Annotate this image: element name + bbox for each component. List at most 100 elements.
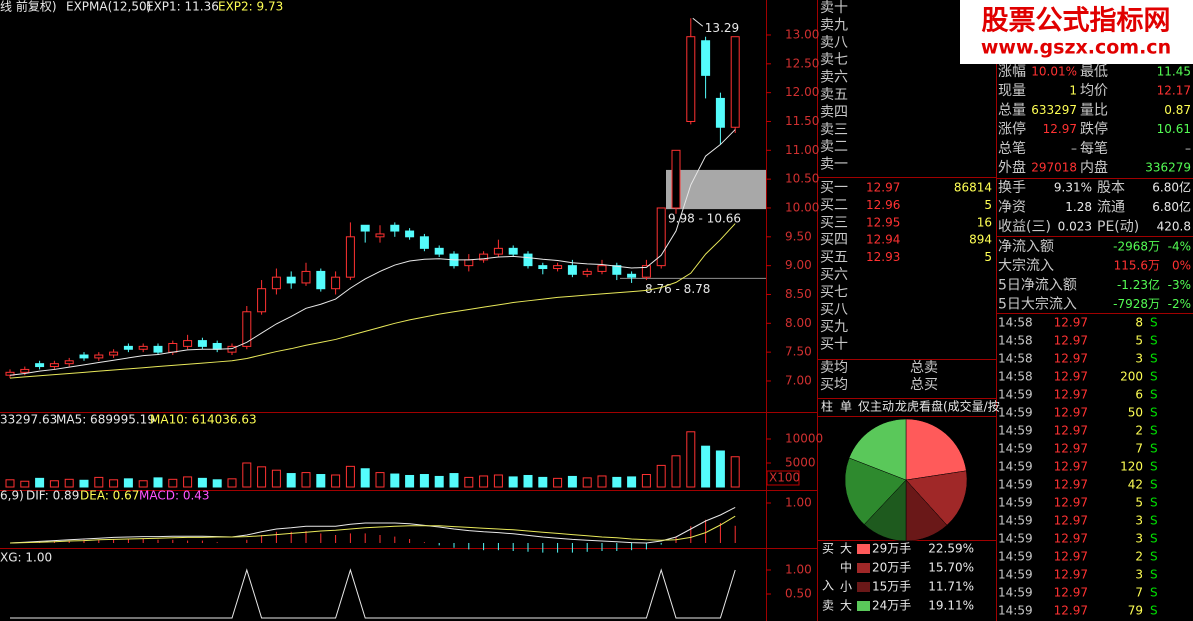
panel-header: 线 前复权)	[0, 0, 57, 14]
candle-body	[508, 247, 518, 255]
exp2-line	[9, 223, 736, 379]
volume-bar	[479, 475, 489, 488]
stat-value: –	[1071, 141, 1077, 155]
tab[interactable]: 龙虎看盘(成交量/按	[895, 399, 1000, 414]
volume-bar	[686, 431, 696, 488]
tape-time: 14:59	[998, 514, 1033, 528]
stat-label: 最低	[1080, 64, 1108, 80]
candle-body	[168, 342, 178, 353]
panel-header: EXPMA(12,50)	[66, 0, 151, 14]
tape-volume: 6	[1135, 388, 1143, 402]
candle-body	[375, 233, 385, 238]
stat-label: 净资	[998, 200, 1026, 216]
order-label: 买八	[820, 302, 848, 318]
tape-side: S	[1150, 496, 1158, 510]
candle-body	[730, 36, 740, 128]
candle-body	[316, 270, 326, 290]
volume-bar	[316, 474, 326, 488]
tab[interactable]: 仅主动	[858, 400, 894, 414]
candle-body	[464, 259, 474, 267]
tape-price: 12.97	[1054, 568, 1088, 582]
tape-time: 14:59	[998, 406, 1033, 420]
tape-volume: 3	[1135, 532, 1143, 546]
stat-label: 换手	[998, 179, 1026, 196]
volume-bar	[523, 474, 533, 488]
candle-body	[64, 360, 74, 365]
avg-label: 卖均	[820, 360, 848, 376]
order-label: 卖四	[820, 104, 848, 120]
volume-bar	[360, 468, 370, 488]
volume-bar	[597, 475, 607, 488]
pie-slice	[905, 418, 967, 481]
stat-label: 流通	[1097, 200, 1125, 216]
order-label: 买六	[820, 267, 848, 283]
candle-body	[345, 236, 355, 278]
tape-volume: 2	[1135, 550, 1143, 564]
tape-side: S	[1150, 532, 1158, 546]
tape-volume: 5	[1135, 334, 1143, 348]
flow-size: 中	[840, 560, 852, 575]
candle-body	[183, 340, 193, 347]
candle-body	[627, 273, 637, 278]
candle-body	[686, 36, 696, 122]
flow-swatch	[857, 601, 870, 611]
candle-body	[360, 224, 370, 232]
flow-stat-label: 净流入额	[998, 239, 1054, 255]
y-tick-label: 8.50	[785, 287, 812, 301]
flow-percent: 22.59%	[928, 542, 974, 556]
flow-size: 大	[840, 599, 852, 613]
volume-bar	[5, 479, 15, 488]
flow-stat-percent: -3%	[1168, 278, 1191, 292]
tab[interactable]: 单	[840, 400, 852, 414]
pie-slice	[848, 418, 907, 481]
bid-price: 12.94	[866, 233, 900, 247]
flow-stat-value: -2968万	[1113, 240, 1160, 254]
tape-price: 12.97	[1054, 388, 1088, 402]
tab[interactable]: 柱	[821, 399, 833, 414]
tape-side: S	[1150, 514, 1158, 528]
candle-body	[79, 354, 89, 359]
flow-swatch	[857, 544, 870, 554]
tape-time: 14:59	[998, 496, 1033, 510]
pie-slice	[905, 470, 968, 526]
stat-label: 均价	[1080, 83, 1108, 99]
tape-price: 12.97	[1054, 496, 1088, 510]
volume-bar	[49, 480, 59, 488]
tape-side: S	[1150, 406, 1158, 420]
candle-body	[212, 342, 222, 350]
y-tick-label: 12.50	[785, 56, 819, 70]
y-tick-label: 13.00	[785, 27, 819, 41]
candle-body	[567, 265, 577, 275]
candle-body	[390, 224, 400, 232]
stat-label: 现量	[998, 83, 1026, 99]
stat-label: 每笔	[1080, 141, 1108, 157]
tape-side: S	[1150, 586, 1158, 600]
stat-value: 1.28	[1065, 200, 1092, 214]
y-tick-label: 5000	[785, 455, 816, 469]
flow-side: 入	[822, 579, 834, 593]
order-label: 买十	[820, 337, 848, 353]
y-tick-label: 7.50	[785, 345, 812, 359]
candle-body	[715, 97, 725, 128]
pie-slice	[844, 457, 907, 525]
panel-header: MA10: 614036.63	[150, 413, 257, 427]
flow-stat-value: -7928万	[1113, 297, 1160, 311]
candle-body	[701, 40, 711, 76]
candle-body	[656, 207, 666, 267]
stat-label: 总量	[998, 102, 1026, 118]
tape-time: 14:59	[998, 604, 1033, 618]
tape-time: 14:59	[998, 388, 1033, 402]
candle-body	[109, 351, 119, 356]
flow-swatch	[857, 582, 870, 592]
tape-time: 14:59	[998, 442, 1033, 456]
volume-bar	[271, 469, 281, 488]
flow-side: 卖	[822, 599, 834, 613]
volume-bar	[79, 479, 89, 488]
tape-price: 12.97	[1054, 586, 1088, 600]
volume-bar	[405, 474, 415, 488]
order-label: 卖八	[820, 35, 848, 51]
flow-amount: 24万手	[872, 599, 911, 613]
candle-body	[153, 345, 163, 353]
bid-price: 12.95	[866, 215, 900, 229]
tape-price: 12.97	[1054, 316, 1088, 330]
